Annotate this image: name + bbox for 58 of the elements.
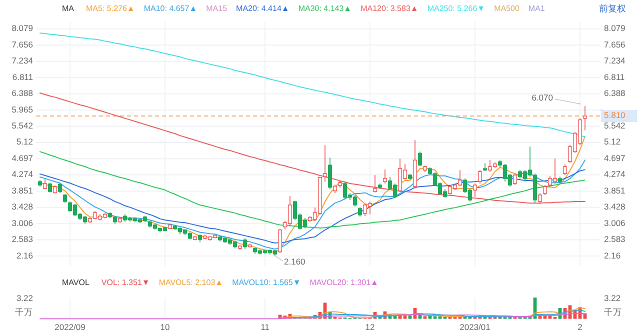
y-tick-label: 6.388: [12, 88, 34, 98]
text: MA10: 4.657▲: [144, 4, 198, 14]
y-tick-label: 8.079: [12, 23, 34, 34]
legend-label: MA1: [528, 4, 546, 14]
x-tick-label: 12: [365, 322, 375, 332]
y-axis-title: 千万: [15, 307, 33, 318]
legend-label: MA500: [494, 4, 520, 14]
y2-tick-label: 3.006: [604, 218, 626, 228]
y2-tick-label: 2.583: [604, 234, 626, 244]
text: MA20: 4.414▲: [236, 4, 290, 14]
legend-label: MA15: [206, 4, 228, 14]
y2-tick-label: 7.234: [604, 56, 626, 66]
annotation: 2.160: [284, 256, 306, 266]
x-tick-label: 2023/01: [460, 322, 491, 332]
y2-tick-label: 5.12: [604, 136, 621, 147]
y2-tick-label: 5.542: [604, 120, 626, 131]
y-tick-label: 5.12: [16, 136, 34, 147]
y-tick-label: 6.811: [12, 72, 34, 82]
y-tick-label: 5.542: [12, 120, 34, 131]
text: 3.22: [16, 292, 34, 303]
legend-title: MA: [62, 4, 75, 14]
y2-tick-label: 4.697: [604, 152, 626, 163]
y2-tick-label: 6.388: [604, 88, 626, 98]
y-tick-label: 2.16: [16, 250, 34, 260]
y2-tick-label: 8.079: [604, 23, 626, 34]
y-tick-label: 3.428: [12, 202, 34, 212]
y-tick-label: 5.965: [12, 104, 34, 114]
y-tick-label: 4.274: [12, 169, 34, 180]
text: MA5: 5.276▲: [86, 4, 135, 14]
x-tick-label: 2022/09: [54, 322, 86, 332]
y2-axis-title: 千万: [604, 307, 622, 318]
y2-tick-label: 3.428: [604, 202, 626, 212]
text: VOL: 1.351▼: [101, 278, 150, 288]
x-tick-label: 2: [578, 322, 583, 332]
y-tick-label: 4.697: [12, 152, 34, 163]
y-tick-label: 7.234: [12, 56, 34, 66]
text: MA250: 5.266▼: [427, 4, 486, 14]
y-tick-label: 2.583: [12, 234, 34, 244]
y2-tick-label: 7.656: [604, 39, 626, 50]
y2-tick-label: 2.16: [604, 250, 621, 260]
text: MAVOL5: 2.103▲: [158, 278, 224, 288]
text: MA120: 3.583▲: [360, 4, 418, 14]
text: MAVOL10: 1.565▼: [232, 278, 301, 288]
y2-tick-label: 6.811: [604, 72, 625, 82]
y-tick-label: 3.006: [12, 218, 34, 228]
text: 前复权: [599, 3, 626, 14]
text: 3.22: [604, 292, 621, 303]
y2-tick-label: 3.851: [604, 185, 626, 196]
x-tick-label: 11: [260, 322, 270, 332]
legend-title: MAVOL: [62, 278, 90, 288]
y-tick-label: 7.656: [12, 39, 34, 50]
text: MAVOL20: 1.301▲: [310, 278, 378, 288]
x-tick-label: 10: [160, 322, 170, 332]
ref-line-label: 5.810: [604, 110, 626, 120]
y-tick-label: 3.851: [12, 185, 34, 196]
text: MA30: 4.143▲: [298, 4, 352, 14]
y2-tick-label: 4.274: [604, 169, 626, 180]
annotation: 6.070: [532, 92, 554, 102]
